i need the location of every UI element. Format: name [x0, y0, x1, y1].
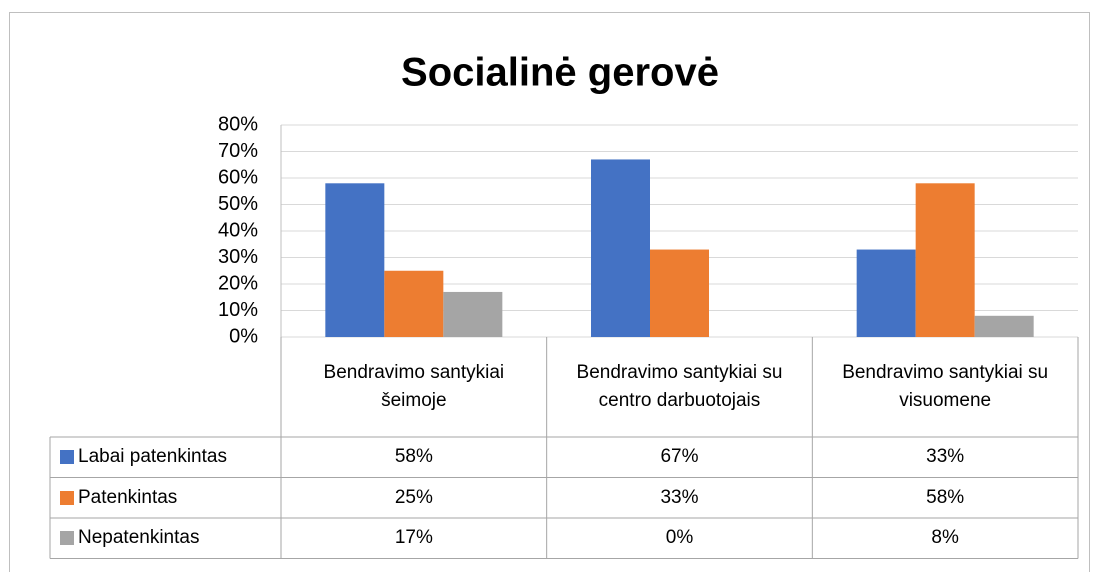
category-label: Bendravimo santykiai su visuomene	[842, 362, 1049, 411]
table-value: 58%	[394, 446, 433, 468]
y-tick-label: 80%	[218, 113, 258, 135]
table-value: 33%	[926, 446, 965, 468]
bar	[974, 315, 1034, 337]
y-tick-label: 20%	[218, 272, 258, 294]
y-tick-label: 30%	[218, 246, 258, 268]
bar	[384, 270, 444, 337]
chart-title: Socialinė gerovė	[401, 51, 719, 95]
bar	[650, 249, 709, 337]
table-value: 8%	[931, 527, 959, 549]
bar	[856, 249, 916, 337]
y-tick-label: 40%	[218, 219, 258, 241]
y-tick-label: 10%	[218, 299, 258, 321]
bar	[915, 183, 975, 337]
y-tick-label: 70%	[218, 140, 258, 162]
table-value: 58%	[926, 486, 965, 508]
table-value: 33%	[660, 486, 699, 508]
y-tick-label: 0%	[229, 325, 258, 347]
bar	[325, 183, 385, 337]
bar	[591, 159, 650, 337]
table-value: 67%	[660, 446, 699, 468]
legend-entry: Patenkintas	[50, 478, 281, 519]
category-label: Bendravimo santykiai šeimoje	[323, 362, 505, 411]
y-tick-label: 50%	[218, 193, 258, 215]
legend-entry: Labai patenkintas	[50, 437, 281, 478]
table-value: 17%	[394, 527, 433, 549]
legend-swatch	[60, 531, 74, 546]
table-value: 0%	[665, 527, 694, 549]
legend-swatch	[60, 490, 74, 505]
legend-swatch	[60, 450, 74, 465]
category-label: Bendravimo santykiai su centro darbuotoj…	[576, 362, 783, 411]
chart-frame	[9, 12, 1090, 572]
legend-label: Labai patenkintas	[78, 446, 227, 468]
legend-label: Patenkintas	[78, 486, 178, 508]
table-value: 25%	[394, 486, 433, 508]
y-tick-label: 60%	[218, 166, 258, 188]
legend-entry: Nepatenkintas	[50, 518, 281, 559]
legend-label: Nepatenkintas	[78, 527, 200, 549]
bar	[443, 291, 503, 337]
